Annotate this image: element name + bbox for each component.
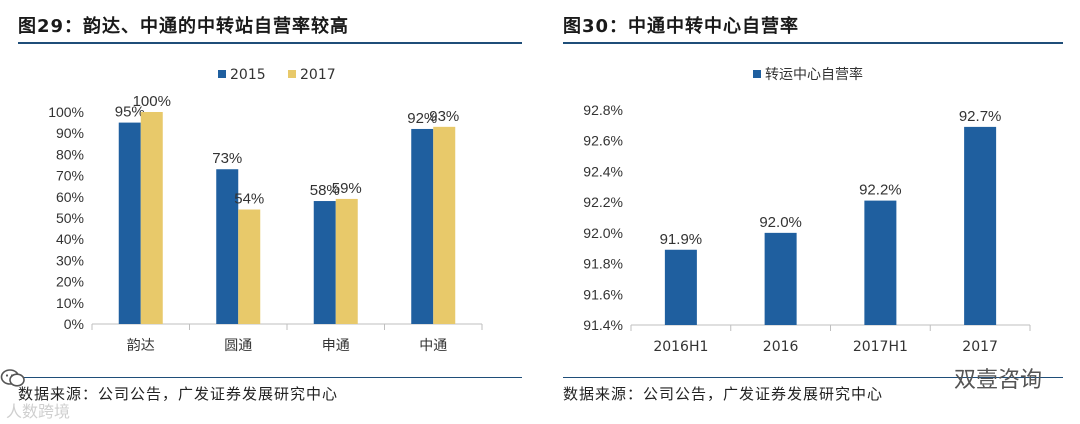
y-tick-label: 92.4% <box>583 163 623 179</box>
data-label: 92.0% <box>759 214 802 231</box>
y-tick-label: 70% <box>56 168 84 184</box>
right-title-rule <box>563 42 1063 44</box>
legend-label: 2015 <box>230 67 266 83</box>
y-tick-label: 40% <box>56 231 84 247</box>
left-figure-title: 图29：韵达、中通的中转站自营率较高 <box>18 16 350 37</box>
corner-watermark: 人数跨境 <box>6 402 71 421</box>
data-label: 92.7% <box>959 108 1002 125</box>
x-category-label: 2017H1 <box>853 339 908 355</box>
legend-swatch-转运中心自营率 <box>753 70 761 78</box>
y-tick-label: 80% <box>56 146 84 162</box>
bar-2015-申通 <box>313 201 336 324</box>
y-tick-label: 30% <box>56 252 84 268</box>
bar-2015-中通 <box>411 128 434 324</box>
y-tick-label: 100% <box>48 104 84 120</box>
bar-转运中心自营率-2017H1 <box>864 200 897 325</box>
x-category-label: 申通 <box>322 338 350 354</box>
bar-2017-申通 <box>335 198 358 324</box>
right-source-rule <box>563 377 1063 378</box>
data-label: 91.9% <box>660 231 703 248</box>
bar-转运中心自营率-2017 <box>964 126 997 326</box>
legend-label: 2017 <box>300 67 336 83</box>
x-category-label: 2016 <box>763 339 799 355</box>
right-figure-panel: 图30：中通中转中心自营率 91.4% 91.6% 91.8% 92.0% 92.2% 9… <box>545 0 1080 424</box>
data-label: 54% <box>234 191 264 208</box>
left-title-rule <box>18 42 522 44</box>
y-tick-label: 92.8% <box>583 102 623 118</box>
data-label: 93% <box>429 108 459 125</box>
left-bar-chart: 0% 10% 20% 30% 40% 50% 60% 70% 80% 90% 100% 韵达 圆通 申通 中… <box>48 67 483 354</box>
left-figure-panel: 图29：韵达、中通的中转站自营率较高 0% 10% 20% 30% 40% 50% 60% 7… <box>0 0 530 424</box>
bar-2015-圆通 <box>216 169 239 324</box>
legend-swatch-2015 <box>218 70 226 78</box>
y-tick-label: 20% <box>56 274 84 290</box>
data-label: 95% <box>115 104 145 121</box>
y-tick-label: 90% <box>56 125 84 141</box>
y-tick-label: 92.0% <box>583 225 623 241</box>
brand-watermark: 双壹咨询 <box>953 368 1042 393</box>
right-source-note: 数据来源：公司公告，广发证券发展研究中心 <box>563 385 884 403</box>
y-tick-label: 10% <box>56 295 84 311</box>
left-source-note: 数据来源：公司公告，广发证券发展研究中心 <box>18 385 339 403</box>
x-category-label: 2017 <box>962 339 998 355</box>
x-category-label: 韵达 <box>127 338 155 354</box>
data-label: 100% <box>133 93 171 110</box>
bar-转运中心自营率-2016H1 <box>664 249 697 325</box>
y-tick-label: 91.8% <box>583 256 623 272</box>
data-label: 58% <box>310 182 340 199</box>
y-tick-label: 60% <box>56 189 84 205</box>
bar-2017-韵达 <box>140 112 163 324</box>
data-label: 73% <box>212 150 242 167</box>
data-label: 92.2% <box>859 182 902 199</box>
left-source-rule <box>18 377 522 378</box>
data-label: 92% <box>407 110 437 127</box>
y-tick-label: 92.6% <box>583 133 623 149</box>
bar-2017-中通 <box>433 126 456 324</box>
y-tick-label: 0% <box>64 316 84 332</box>
data-label: 59% <box>332 180 362 197</box>
x-category-label: 圆通 <box>224 338 252 354</box>
bar-2017-圆通 <box>238 209 261 324</box>
bar-2015-韵达 <box>118 122 141 324</box>
legend-label: 转运中心自营率 <box>765 66 863 83</box>
right-figure-title: 图30：中通中转中心自营率 <box>563 16 800 37</box>
y-tick-label: 50% <box>56 210 84 226</box>
y-tick-label: 92.2% <box>583 194 623 210</box>
y-tick-label: 91.6% <box>583 286 623 302</box>
x-category-label: 中通 <box>419 338 447 354</box>
y-tick-label: 91.4% <box>583 317 623 333</box>
wechat-icon <box>0 369 25 387</box>
legend-swatch-2017 <box>288 70 296 78</box>
right-bar-chart: 91.4% 91.6% 91.8% 92.0% 92.2% 92.4% 92.6% 92.8%… <box>583 66 1031 355</box>
x-category-label: 2016H1 <box>653 339 708 355</box>
bar-转运中心自营率-2016 <box>764 232 797 325</box>
